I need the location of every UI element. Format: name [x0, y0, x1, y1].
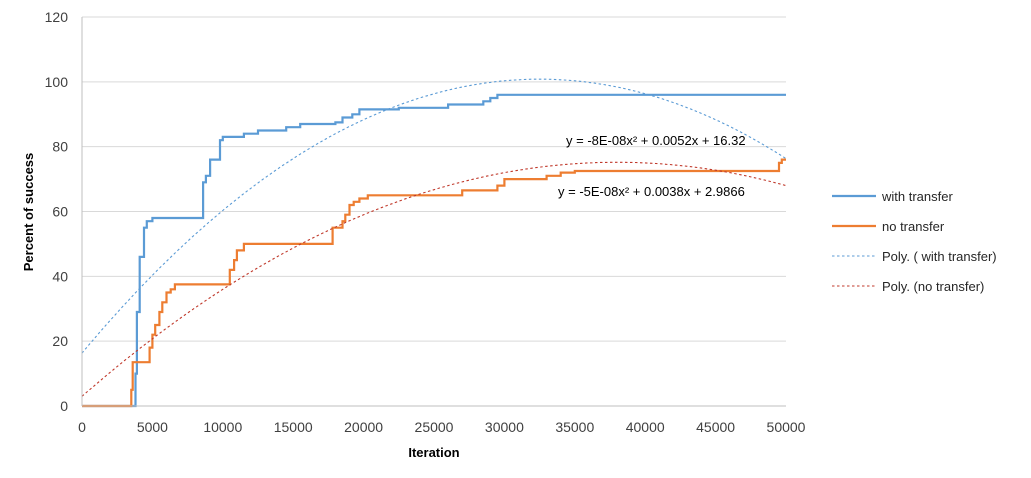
x-tick-label: 50000 [767, 419, 806, 435]
x-tick-label: 35000 [555, 419, 594, 435]
legend-label: with transfer [881, 189, 953, 204]
legend-label: Poly. ( with transfer) [882, 249, 997, 264]
y-tick-labels: 0 20 40 60 80 100 120 [45, 9, 69, 414]
series-line-0 [82, 93, 786, 408]
x-tick-label: 15000 [274, 419, 313, 435]
equation-no-transfer: y = -5E-08x² + 0.0038x + 2.9866 [558, 184, 745, 199]
legend-label: Poly. (no transfer) [882, 279, 984, 294]
y-tick-label: 0 [60, 398, 68, 414]
y-tick-label: 80 [52, 139, 68, 155]
y-tick-label: 40 [52, 268, 68, 284]
axes [81, 17, 786, 407]
legend: with transfer no transfer Poly. ( with tra… [832, 189, 997, 294]
x-tick-label: 40000 [626, 419, 665, 435]
x-tick-label: 20000 [344, 419, 383, 435]
equation-with-transfer: y = -8E-08x² + 0.0052x + 16.32 [566, 133, 746, 148]
plot-area [81, 78, 787, 408]
x-tick-labels: 0 5000 10000 15000 20000 25000 30000 35000 40000… [78, 419, 806, 435]
y-tick-label: 60 [52, 204, 68, 220]
series-line-3 [81, 161, 787, 397]
y-tick-label: 120 [45, 9, 69, 25]
series-line-1 [82, 158, 786, 408]
x-tick-label: 5000 [137, 419, 168, 435]
grid-lines [82, 16, 786, 342]
x-tick-label: 45000 [696, 419, 735, 435]
y-tick-label: 100 [45, 74, 69, 90]
y-axis-title: Percent of success [21, 153, 36, 272]
x-tick-label: 30000 [485, 419, 524, 435]
x-tick-label: 25000 [415, 419, 454, 435]
legend-label: no transfer [882, 219, 945, 234]
x-tick-label: 10000 [203, 419, 242, 435]
series-line-2 [81, 78, 787, 354]
y-tick-label: 20 [52, 333, 68, 349]
x-axis-title: Iteration [408, 445, 459, 460]
x-tick-label: 0 [78, 419, 86, 435]
